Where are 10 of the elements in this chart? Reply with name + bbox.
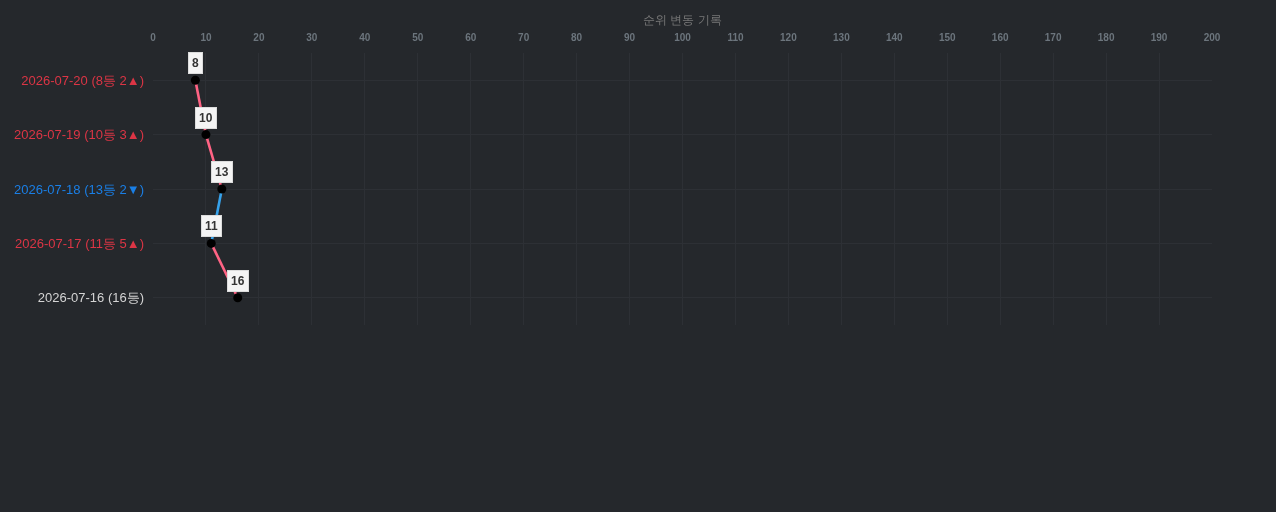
- x-tick-label: 190: [1150, 32, 1168, 43]
- x-tick-label: 110: [727, 32, 744, 43]
- x-tick-label: 170: [1044, 32, 1062, 43]
- x-tick-label: 160: [991, 32, 1009, 43]
- x-tick-label: 140: [885, 32, 904, 43]
- x-tick-label: 120: [780, 32, 798, 43]
- x-tick-label: 180: [1097, 32, 1115, 43]
- x-tick-label: 130: [833, 32, 851, 43]
- x-tick-label: 200: [1203, 32, 1221, 43]
- x-tick-label: 150: [938, 32, 957, 43]
